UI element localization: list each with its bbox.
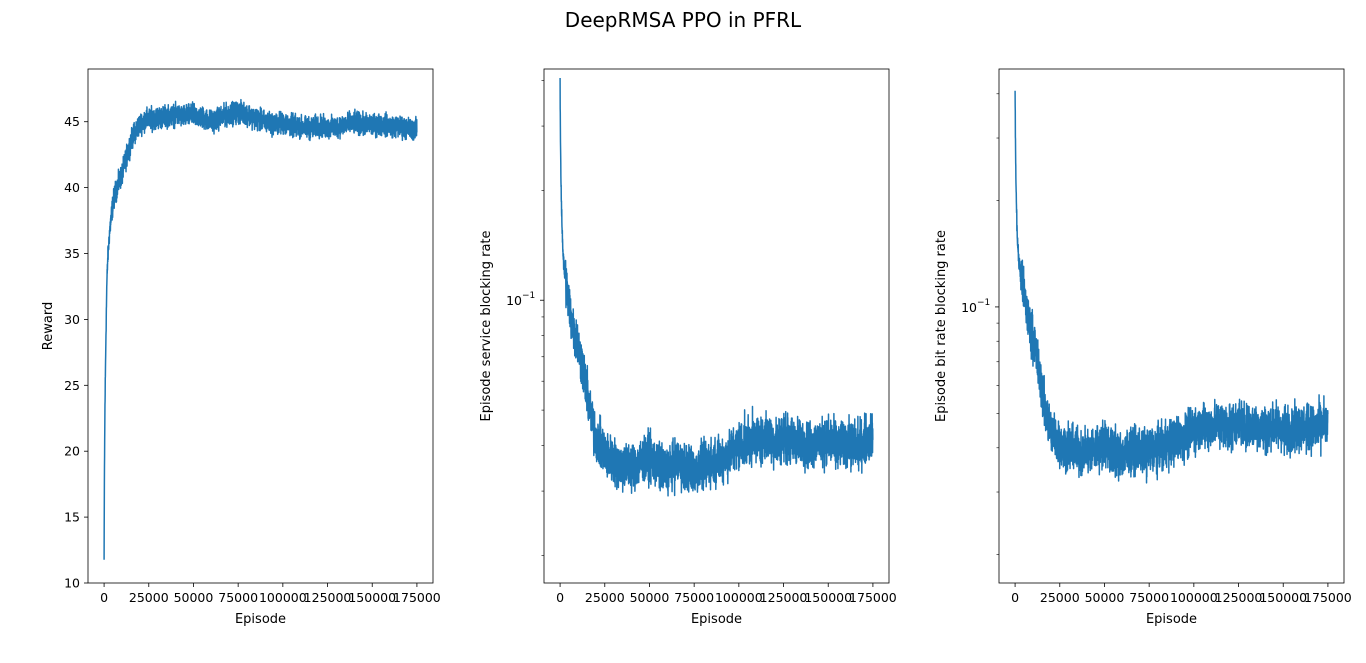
x-tick-label: 150000 [804, 590, 852, 605]
x-tick-label: 0 [100, 590, 108, 605]
x-tick-label: 50000 [630, 590, 670, 605]
y-tick-label: 40 [64, 180, 80, 195]
y-tick-label: 25 [64, 378, 80, 393]
x-axis-label: Episode [1146, 612, 1197, 627]
x-tick-label: 125000 [760, 590, 808, 605]
figure-title: DeepRMSA PPO in PFRL [564, 8, 802, 32]
y-tick-label: 15 [64, 510, 80, 525]
y-tick-label: 10 [961, 300, 977, 315]
x-tick-label: 0 [556, 590, 564, 605]
y-tick-label-exponent: −1 [977, 298, 990, 308]
x-tick-label: 75000 [218, 590, 258, 605]
series-line-1 [103, 98, 418, 560]
x-tick-label: 150000 [348, 590, 396, 605]
y-tick-label: 45 [64, 114, 80, 129]
x-tick-label: 125000 [304, 590, 352, 605]
x-tick-label: 100000 [259, 590, 307, 605]
x-axis-label: Episode [691, 612, 742, 627]
y-tick-label: 30 [64, 312, 80, 327]
series-line-3 [1014, 90, 1329, 484]
x-tick-label: 100000 [1170, 590, 1218, 605]
axes-frame-2 [543, 68, 890, 584]
series-line-2 [559, 77, 874, 497]
y-tick-label: 10 [64, 576, 80, 591]
x-tick-label: 25000 [129, 590, 169, 605]
x-tick-label: 25000 [585, 590, 625, 605]
y-tick-label-exponent: −1 [522, 291, 535, 301]
x-tick-label: 50000 [174, 590, 214, 605]
x-tick-label: 175000 [849, 590, 897, 605]
y-tick-label: 35 [64, 246, 80, 261]
y-axis-label: Episode service blocking rate [479, 230, 494, 421]
x-tick-label: 25000 [1040, 590, 1080, 605]
x-tick-label: 50000 [1085, 590, 1125, 605]
x-tick-label: 100000 [715, 590, 763, 605]
x-tick-label: 75000 [674, 590, 714, 605]
x-tick-label: 150000 [1259, 590, 1307, 605]
x-tick-label: 0 [1011, 590, 1019, 605]
x-tick-label: 125000 [1215, 590, 1263, 605]
axes-frame-3 [998, 68, 1345, 584]
y-tick-label: 10 [506, 293, 522, 308]
x-tick-label: 175000 [393, 590, 441, 605]
axes-frame-1 [87, 68, 434, 584]
y-axis-label: Reward [41, 302, 56, 350]
y-axis-label: Episode bit rate blocking rate [934, 230, 949, 422]
x-axis-label: Episode [235, 612, 286, 627]
x-tick-label: 175000 [1304, 590, 1352, 605]
x-tick-label: 75000 [1129, 590, 1169, 605]
y-tick-label: 20 [64, 444, 80, 459]
